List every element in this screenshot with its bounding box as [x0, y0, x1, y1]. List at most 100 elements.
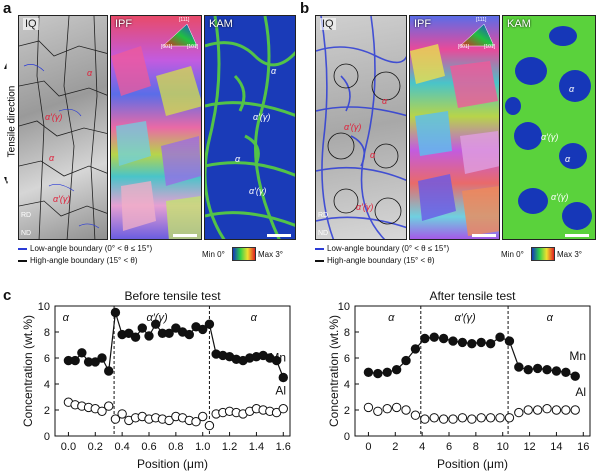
- y-tick-label: 4: [44, 379, 50, 391]
- ipf-key-111-b: [111]: [476, 17, 487, 23]
- x-tick-label: 8: [473, 441, 479, 453]
- x-tick-label: 10: [497, 441, 509, 453]
- kam-strain-b: [505, 26, 592, 230]
- chart-before-tensile: Before tensile test 0 2 4 6 8 10 0.0 0.2 0.4 0.6 0.…: [21, 289, 291, 471]
- data-point-al: [373, 406, 383, 417]
- data-point-mn: [542, 365, 552, 375]
- x-tick-label: 1.2: [222, 441, 237, 453]
- chart-title: Before tensile test: [124, 289, 221, 303]
- phase-label-b-iq-4: α′(γ): [356, 202, 374, 212]
- y-tick-label: 6: [344, 353, 350, 365]
- ipf-key-001-a: [001]: [161, 44, 173, 50]
- ipf-key-001-b: [001]: [458, 44, 470, 50]
- data-point-al: [97, 406, 107, 417]
- data-point-al: [363, 402, 374, 413]
- y-tick-label: 10: [38, 301, 50, 313]
- plot-frame: [54, 305, 291, 437]
- x-tick-label: 0.0: [61, 441, 76, 453]
- ipf-color-key-b: [456, 18, 498, 50]
- data-point-mn: [495, 332, 505, 342]
- ipf-grains-a: [111, 46, 201, 239]
- iq-title-b: IQ: [320, 18, 336, 30]
- legend-low-angle-a: Low-angle boundary (0° < θ ≤ 15°): [18, 244, 152, 253]
- data-point-mn: [130, 332, 141, 342]
- data-point-al: [495, 413, 505, 423]
- phase-label-a-kam-2: α′(γ): [253, 112, 271, 122]
- phase-label-a-kam-4: α′(γ): [249, 186, 267, 196]
- nd-label-b: ND: [318, 230, 329, 237]
- data-point-mn: [184, 329, 194, 340]
- data-point-mn: [70, 355, 80, 366]
- ipf-key-111-a: [111]: [179, 17, 190, 23]
- kam-max-a: Max 3°: [258, 250, 283, 259]
- data-point-al: [191, 417, 201, 427]
- ipf-map-a: IPF [111] [001] [101]: [110, 15, 202, 240]
- x-axis-label: Position (μm): [137, 457, 208, 471]
- kam-min-b: Min 0°: [501, 250, 524, 259]
- legend-low-angle-b: Low-angle boundary (0° < θ ≤ 15°): [315, 244, 449, 253]
- x-tick-label: 16: [577, 441, 589, 453]
- grain-boundaries-b: [316, 16, 406, 239]
- phase-label-a-kam-1: α: [271, 66, 277, 76]
- x-tick-label: 0.8: [168, 441, 183, 453]
- iq-map-a: IQ α α′(γ) α α′(γ) RD ND: [18, 15, 108, 240]
- phase-label-a-iq-3: α: [49, 153, 55, 163]
- data-point-mn: [198, 324, 208, 335]
- chart-title: After tensile test: [429, 289, 516, 303]
- plot-frame: [354, 305, 591, 437]
- y-tick-label: 8: [344, 327, 350, 339]
- y-tick-label: 0: [344, 431, 350, 443]
- data-point-al: [117, 409, 127, 419]
- rd-label-b: RD: [318, 212, 329, 219]
- scale-bar-ipf-a: [173, 234, 197, 237]
- data-point-mn: [77, 348, 87, 358]
- phase-label-a-kam-3: α: [235, 154, 241, 164]
- y-tick-label: 2: [44, 405, 50, 417]
- data-point-mn: [401, 355, 411, 366]
- data-point-mn: [373, 368, 383, 379]
- data-point-mn: [551, 366, 562, 376]
- data-point-al: [391, 402, 402, 413]
- data-point-al: [110, 414, 121, 424]
- y-tick-label: 6: [44, 353, 50, 365]
- scale-bar-kam-a: [267, 234, 291, 237]
- data-point-mn: [164, 328, 174, 338]
- data-point-mn: [438, 333, 449, 344]
- data-point-mn: [110, 307, 121, 318]
- kam-map-a: KAM α α′(γ) α α′(γ): [204, 15, 296, 240]
- rd-label-a: RD: [21, 212, 32, 219]
- data-point-mn: [391, 365, 402, 375]
- data-point-al: [401, 405, 411, 415]
- phase-label-b-kam-4: α′(γ): [551, 192, 569, 202]
- phase-label-a-iq-2: α′(γ): [45, 112, 63, 122]
- kam-title-a: KAM: [209, 18, 233, 30]
- legend-high-angle-a: High-angle boundary (15° < θ): [18, 256, 138, 265]
- series-label-mn: Mn: [569, 349, 586, 363]
- ipf-color-key-a: [159, 18, 201, 50]
- y-tick-label: 2: [344, 405, 350, 417]
- data-point-mn: [363, 367, 374, 378]
- data-point-mn: [523, 365, 533, 375]
- phase-label-a-iq-4: α′(γ): [53, 194, 71, 204]
- data-point-mn: [476, 337, 486, 348]
- y-axis-label: Concentration (wt.%): [327, 315, 341, 427]
- x-axis-label: Position (μm): [437, 457, 508, 471]
- phase-label-b-kam-1: α: [569, 84, 575, 94]
- scale-bar-kam-b: [565, 234, 589, 237]
- data-point-al: [198, 411, 208, 422]
- data-point-mn: [97, 353, 107, 363]
- data-point-al: [551, 405, 562, 415]
- data-point-al: [382, 404, 392, 414]
- kam-colorbar-b: [531, 247, 555, 261]
- panel-label-a: a: [3, 0, 12, 17]
- kam-title-b: KAM: [507, 18, 531, 30]
- ipf-key-101-b: [101]: [484, 44, 496, 50]
- x-tick-label: 14: [550, 441, 562, 453]
- y-tick-label: 0: [44, 431, 50, 443]
- x-tick-label: 1.0: [195, 441, 210, 453]
- data-point-al: [504, 413, 515, 423]
- data-point-al: [570, 405, 580, 415]
- data-point-mn: [504, 336, 515, 346]
- data-point-mn: [457, 337, 468, 348]
- data-point-mn: [429, 332, 439, 342]
